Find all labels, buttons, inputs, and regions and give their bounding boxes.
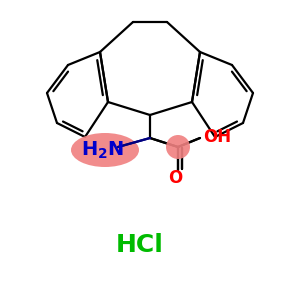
Text: $\mathregular{H_2N}$: $\mathregular{H_2N}$ — [82, 139, 124, 161]
Text: HCl: HCl — [116, 233, 164, 257]
Text: OH: OH — [203, 128, 231, 146]
Ellipse shape — [71, 133, 139, 167]
Text: O: O — [168, 169, 182, 187]
Ellipse shape — [166, 135, 190, 159]
